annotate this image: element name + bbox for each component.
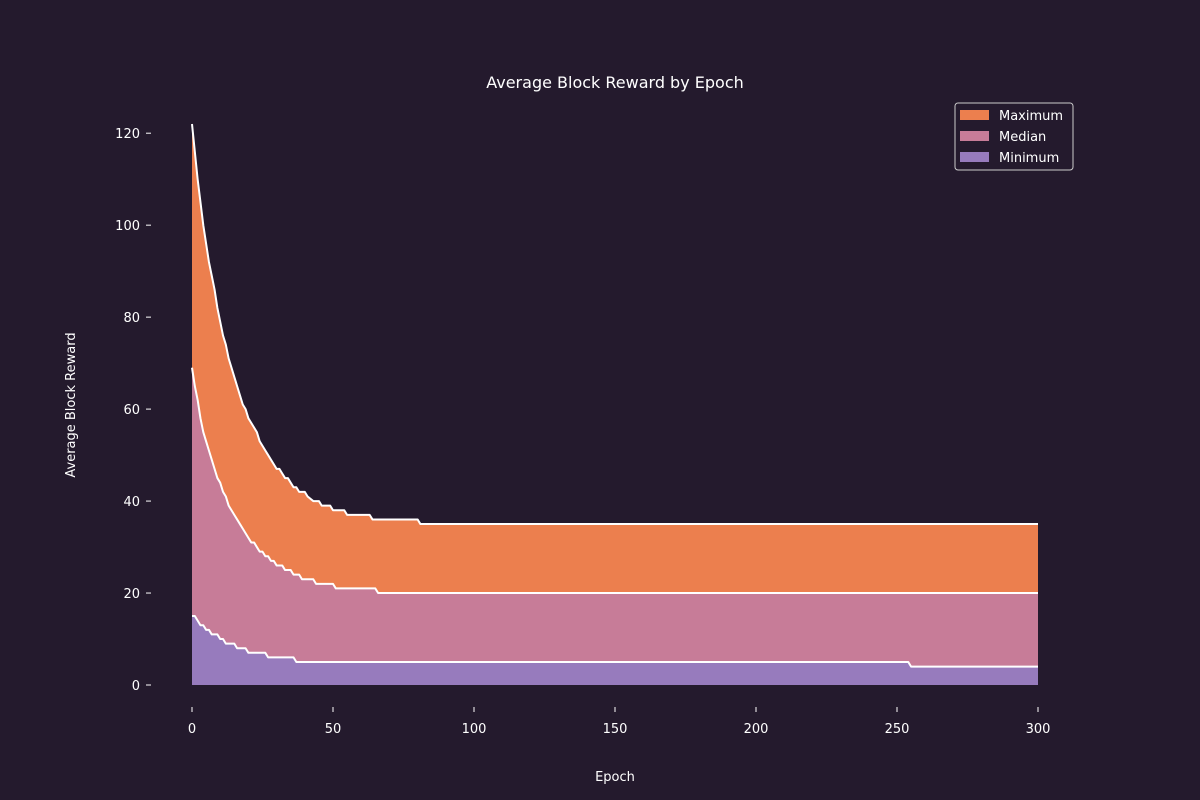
legend-swatch-maximum bbox=[960, 110, 989, 120]
x-tick-label: 0 bbox=[188, 722, 196, 737]
x-tick-label: 150 bbox=[603, 722, 628, 737]
median-line bbox=[191, 367, 1038, 595]
plot-area bbox=[191, 123, 1038, 685]
y-axis: 0 20 40 60 80 100 120 bbox=[115, 127, 151, 694]
x-tick-label: 200 bbox=[744, 722, 769, 737]
x-axis: 0 50 100 150 200 250 300 bbox=[188, 707, 1051, 737]
maximum-line bbox=[191, 123, 1038, 526]
legend-swatch-minimum bbox=[960, 152, 989, 162]
maximum-area bbox=[192, 124, 1038, 685]
x-tick-label: 100 bbox=[462, 722, 487, 737]
x-tick-label: 300 bbox=[1026, 722, 1051, 737]
median-area bbox=[192, 367, 1038, 685]
x-tick-label: 250 bbox=[885, 722, 910, 737]
legend-label-median: Median bbox=[999, 130, 1046, 145]
legend: Maximum Median Minimum bbox=[954, 102, 1074, 171]
y-axis-label: Average Block Reward bbox=[64, 332, 79, 477]
y-tick-label: 0 bbox=[132, 679, 140, 694]
y-tick-label: 20 bbox=[123, 587, 140, 602]
legend-label-minimum: Minimum bbox=[999, 151, 1059, 166]
y-tick-label: 100 bbox=[115, 219, 140, 234]
minimum-area bbox=[192, 616, 1038, 685]
y-tick-label: 60 bbox=[123, 403, 140, 418]
y-tick-label: 40 bbox=[123, 495, 140, 510]
chart-title: Average Block Reward by Epoch bbox=[486, 73, 744, 92]
legend-swatch-median bbox=[960, 131, 989, 141]
y-tick-label: 80 bbox=[123, 311, 140, 326]
minimum-line bbox=[192, 615, 1038, 668]
x-axis-label: Epoch bbox=[595, 770, 635, 785]
legend-label-maximum: Maximum bbox=[999, 109, 1063, 124]
y-tick-label: 120 bbox=[115, 127, 140, 142]
x-tick-label: 50 bbox=[325, 722, 342, 737]
